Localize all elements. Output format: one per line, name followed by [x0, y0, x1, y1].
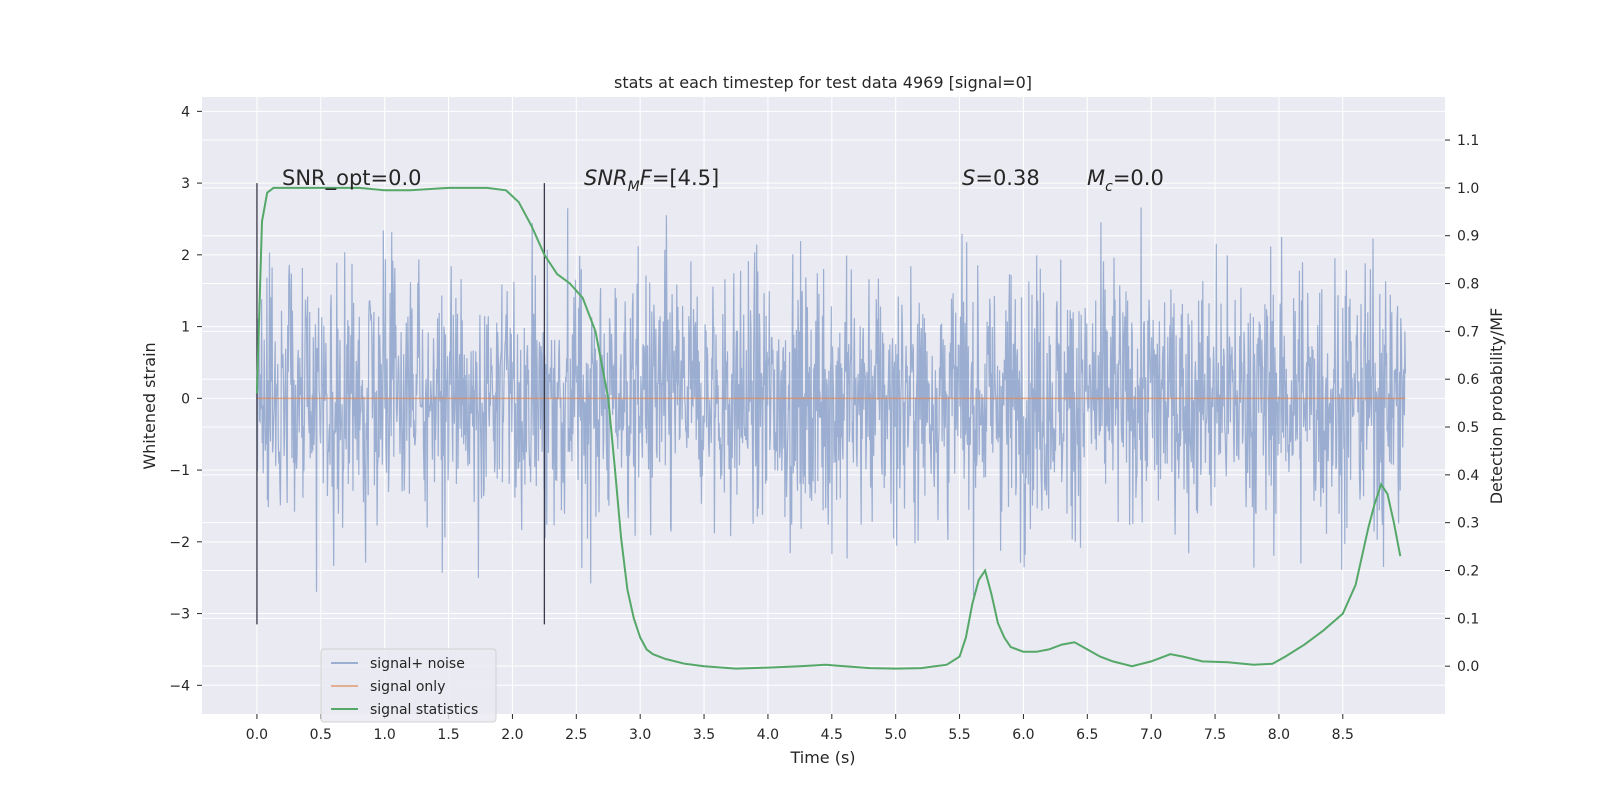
x-tick-label: 6.5	[1076, 727, 1098, 743]
y2-tick-label: 0.1	[1457, 611, 1479, 627]
y2-tick-label: 0.2	[1457, 564, 1479, 580]
x-tick-label: 7.0	[1140, 727, 1162, 743]
x-axis-label: Time (s)	[789, 748, 855, 767]
legend-box	[320, 648, 497, 723]
s-value: =0.38	[975, 166, 1039, 190]
x-tick-label: 5.5	[948, 727, 970, 743]
x-tick-label: 2.5	[565, 727, 587, 743]
stats-line	[255, 186, 1402, 670]
x-tick-label: 0.0	[246, 727, 268, 743]
x-tick-label: 5.0	[885, 727, 907, 743]
noise-trace	[256, 207, 1406, 597]
x-tick-label: 7.5	[1204, 727, 1226, 743]
y2-tick-label: 1.1	[1457, 133, 1479, 149]
legend-label-stats: signal statistics	[370, 702, 478, 718]
legend-label-noise: signal+ noise	[370, 656, 465, 672]
y-tick-label: −1	[169, 463, 190, 479]
annotation-s: S=0.38	[962, 166, 1040, 190]
y2-tick-label: 0.8	[1457, 277, 1479, 293]
y-tick-label: 0	[181, 391, 190, 407]
x-tick-label: 8.5	[1332, 727, 1354, 743]
mc-value: =0.0	[1113, 166, 1164, 190]
snr-mf-prefix: SNR	[584, 166, 628, 190]
y2-tick-label: 0.0	[1457, 659, 1479, 675]
x-tick-label: 4.0	[757, 727, 779, 743]
snr-mf-sub: M	[628, 179, 640, 195]
x-tick-label: 1.5	[437, 727, 459, 743]
x-tick-label: 3.0	[629, 727, 651, 743]
noise-series	[256, 207, 1406, 597]
snr-mf-mid: F	[640, 166, 653, 190]
x-tick-label: 8.0	[1268, 727, 1290, 743]
x-tick-label: 2.0	[501, 727, 523, 743]
y2-tick-label: 0.7	[1457, 324, 1479, 340]
signal-statistics-series	[255, 186, 1402, 670]
y-tick-label: 4	[181, 104, 190, 120]
y2-tick-label: 0.3	[1457, 516, 1479, 532]
annotation-snr-mf: SNRMF=[4.5]	[584, 166, 719, 195]
legend-label-signal: signal only	[370, 679, 445, 695]
x-tick-label: 6.0	[1012, 727, 1034, 743]
annotation-mc: Mc=0.0	[1087, 166, 1164, 195]
vertical-markers	[256, 183, 546, 625]
y2-tick-label: 0.9	[1457, 229, 1479, 245]
x-ticks: 0.0 0.5 1.0 1.5 2.0 2.5 3.0 3.5 4.0 4.5 5.0 5.5 6.0 6…	[246, 714, 1354, 743]
x-tick-label: 3.5	[693, 727, 715, 743]
chart-title: stats at each timestep for test data 496…	[614, 73, 1032, 92]
x-tick-label: 0.5	[310, 727, 332, 743]
s-symbol: S	[962, 166, 975, 190]
y-tick-label: −2	[169, 535, 190, 551]
mc-symbol: M	[1087, 166, 1105, 190]
y-tick-label: −3	[169, 607, 190, 623]
y-tick-label: 1	[181, 320, 190, 336]
y-tick-label: 3	[181, 176, 190, 192]
y2-tick-label: 1.0	[1457, 181, 1479, 197]
y-tick-label: −4	[169, 678, 190, 694]
y2-axis-label: Detection probability/MF	[1487, 308, 1506, 505]
y2-tick-label: 0.5	[1457, 420, 1479, 436]
y-ticks: −4 −3 −2 −1 0 1 2 3 4	[169, 104, 202, 694]
snr-mf-value: =[4.5]	[652, 166, 719, 190]
x-tick-label: 4.5	[821, 727, 843, 743]
y-tick-label: 2	[181, 248, 190, 264]
annotation-snr-opt: SNR_opt=0.0	[282, 166, 422, 191]
x-tick-label: 1.0	[374, 727, 396, 743]
mc-sub: c	[1105, 179, 1113, 195]
y-axis-label: Whitened strain	[140, 342, 159, 469]
y2-tick-label: 0.4	[1457, 468, 1479, 484]
legend: signal+ noise signal only signal statist…	[320, 648, 497, 723]
y2-ticks: 0.0 0.1 0.2 0.3 0.4 0.5 0.6 0.7 0.8 0.9 1.0 1.1	[1445, 133, 1479, 675]
y2-tick-label: 0.6	[1457, 372, 1479, 388]
